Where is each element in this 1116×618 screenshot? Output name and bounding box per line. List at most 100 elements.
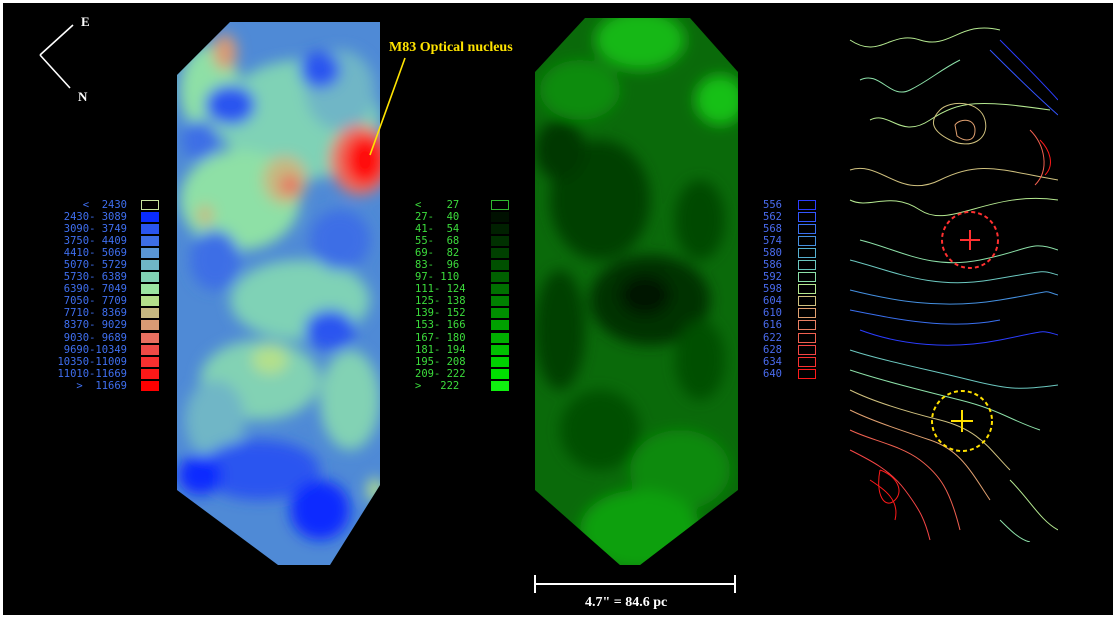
kinematic-center-marker: [931, 390, 993, 452]
legend-label: 167- 180: [415, 331, 466, 344]
legend-row: 7710- 8369: [43, 307, 163, 319]
legend-row: 55- 68: [415, 235, 515, 247]
figure-art: [39, 18, 1058, 593]
legend-row: 640: [763, 368, 823, 380]
legend-swatch: [491, 320, 509, 331]
legend-swatch: [141, 272, 159, 283]
legend-row: 574: [763, 235, 823, 247]
legend-swatch: [141, 320, 159, 331]
legend-swatch: [141, 332, 159, 343]
legend-row: 562: [763, 211, 823, 223]
legend-label: 598: [763, 283, 782, 296]
legend-row: 153- 166: [415, 319, 515, 331]
legend-swatch: [141, 356, 159, 367]
legend-swatch: [141, 200, 159, 210]
legend-label: 610: [763, 307, 782, 320]
legend-label: 27- 40: [415, 211, 460, 224]
legend-label: < 2430: [82, 199, 127, 211]
legend-row: 622: [763, 332, 823, 344]
legend-row: 7050- 7709: [43, 295, 163, 307]
legend-label: 568: [763, 223, 782, 236]
legend-swatch: [491, 200, 509, 210]
legend-row: 167- 180: [415, 332, 515, 344]
legend-swatch: [491, 332, 509, 343]
legend-label: 153- 166: [415, 319, 466, 332]
intensity-legend: < 27 27- 40 41- 54 55- 68 69- 82 83- 96 97- 11…: [415, 199, 515, 392]
legend-row: 139- 152: [415, 307, 515, 319]
legend-row: 195- 208: [415, 356, 515, 368]
legend-swatch: [491, 344, 509, 355]
legend-swatch: [141, 260, 159, 271]
legend-label: 209- 222: [415, 367, 466, 380]
legend-row: 556: [763, 199, 823, 211]
legend-label: 592: [763, 271, 782, 284]
legend-swatch: [141, 296, 159, 307]
legend-label: 139- 152: [415, 307, 466, 320]
annotation-label: M83 Optical nucleus: [389, 40, 513, 55]
legend-swatch: [141, 212, 159, 223]
legend-swatch: [141, 224, 159, 235]
legend-label: 4410- 5069: [63, 247, 127, 260]
legend-swatch: [491, 368, 509, 379]
legend-swatch: [491, 272, 509, 283]
legend-label: 640: [763, 367, 782, 380]
legend-label: 55- 68: [415, 235, 460, 248]
legend-row: 3090- 3749: [43, 223, 163, 235]
legend-row: 3750- 4409: [43, 235, 163, 247]
legend-swatch: [798, 356, 816, 367]
legend-swatch: [798, 260, 816, 271]
legend-swatch: [141, 236, 159, 247]
legend-swatch: [491, 296, 509, 307]
legend-row: 5730- 6389: [43, 271, 163, 283]
legend-row: 6390- 7049: [43, 283, 163, 295]
figure-frame: E N M83 Optical nucleus 4.7" = 84.6 pc <…: [3, 3, 1113, 615]
legend-swatch: [798, 344, 816, 355]
legend-label: 574: [763, 235, 782, 248]
legend-label: 622: [763, 331, 782, 344]
legend-label: 556: [763, 199, 782, 211]
legend-label: 616: [763, 319, 782, 332]
legend-swatch: [491, 212, 509, 223]
legend-row: 5070- 5729: [43, 259, 163, 271]
legend-row: 125- 138: [415, 295, 515, 307]
legend-swatch: [798, 200, 816, 210]
legend-label: 3750- 4409: [63, 235, 127, 248]
legend-label: 5070- 5729: [63, 259, 127, 272]
legend-label: 604: [763, 295, 782, 308]
legend-swatch: [798, 272, 816, 283]
legend-row: < 2430: [43, 199, 163, 211]
legend-label: > 11669: [76, 379, 127, 392]
legend-row: > 222: [415, 380, 515, 392]
legend-swatch: [141, 248, 159, 259]
legend-label: 9030- 9689: [63, 331, 127, 344]
optical-nucleus-marker: [941, 211, 999, 269]
legend-row: 4410- 5069: [43, 247, 163, 259]
legend-label: 97- 110: [415, 271, 460, 284]
legend-row: 568: [763, 223, 823, 235]
annotation-pointer: [369, 57, 406, 156]
legend-label: 580: [763, 247, 782, 260]
legend-label: 69- 82: [415, 247, 460, 260]
legend-label: 41- 54: [415, 223, 460, 236]
legend-swatch: [491, 260, 509, 271]
legend-label: 5730- 6389: [63, 271, 127, 284]
legend-label: 6390- 7049: [63, 283, 127, 296]
legend-swatch: [491, 248, 509, 259]
legend-row: 97- 110: [415, 271, 515, 283]
legend-swatch: [798, 332, 816, 343]
legend-row: 2430- 3089: [43, 211, 163, 223]
legend-row: 610: [763, 307, 823, 319]
legend-label: 83- 96: [415, 259, 460, 272]
legend-row: 628: [763, 344, 823, 356]
scale-bar-label: 4.7" = 84.6 pc: [585, 595, 668, 610]
legend-row: 598: [763, 283, 823, 295]
legend-label: 8370- 9029: [63, 319, 127, 332]
legend-swatch: [798, 368, 816, 379]
velocity-legend: < 2430 2430- 3089 3090- 3749 3750- 4409 4410…: [43, 199, 163, 392]
legend-row: 69- 82: [415, 247, 515, 259]
legend-label: 10350-11009: [57, 355, 127, 368]
legend-row: 8370- 9029: [43, 319, 163, 331]
legend-label: 9690-10349: [63, 343, 127, 356]
legend-label: 3090- 3749: [63, 223, 127, 236]
legend-swatch: [141, 308, 159, 319]
